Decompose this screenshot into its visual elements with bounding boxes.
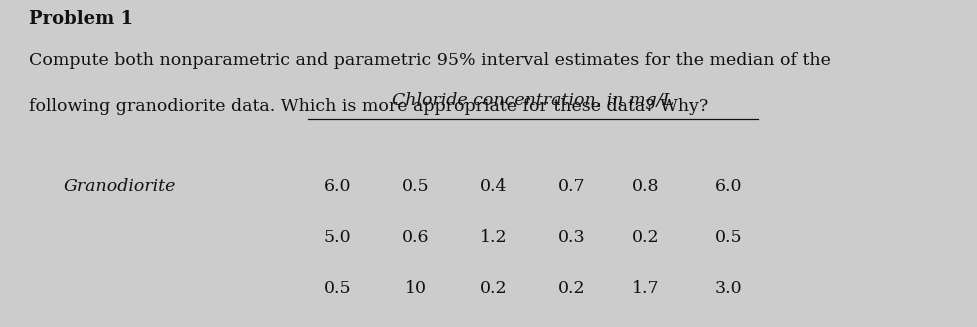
Text: 0.6: 0.6 xyxy=(402,229,429,246)
Text: 0.5: 0.5 xyxy=(402,178,429,195)
Text: 0.8: 0.8 xyxy=(631,178,658,195)
Text: 0.5: 0.5 xyxy=(714,229,742,246)
Text: 6.0: 6.0 xyxy=(714,178,742,195)
Text: 6.0: 6.0 xyxy=(323,178,351,195)
Text: 1.7: 1.7 xyxy=(631,280,658,297)
Text: Compute both nonparametric and parametric 95% interval estimates for the median : Compute both nonparametric and parametri… xyxy=(29,52,830,69)
Text: 0.2: 0.2 xyxy=(558,280,585,297)
Text: 1.2: 1.2 xyxy=(480,229,507,246)
Text: 10: 10 xyxy=(404,280,426,297)
Text: 0.2: 0.2 xyxy=(480,280,507,297)
Text: 0.3: 0.3 xyxy=(558,229,585,246)
Text: 0.4: 0.4 xyxy=(480,178,507,195)
Text: 0.2: 0.2 xyxy=(631,229,658,246)
Text: Chloride concentration, in mg/L: Chloride concentration, in mg/L xyxy=(392,92,673,109)
Text: Granodiorite: Granodiorite xyxy=(64,178,176,195)
Text: 0.5: 0.5 xyxy=(323,280,351,297)
Text: 3.0: 3.0 xyxy=(714,280,742,297)
Text: following granodiorite data. Which is more appropriate for these data? Why?: following granodiorite data. Which is mo… xyxy=(29,98,708,115)
Text: Problem 1: Problem 1 xyxy=(29,10,133,28)
Text: 0.7: 0.7 xyxy=(558,178,585,195)
Text: 5.0: 5.0 xyxy=(323,229,351,246)
